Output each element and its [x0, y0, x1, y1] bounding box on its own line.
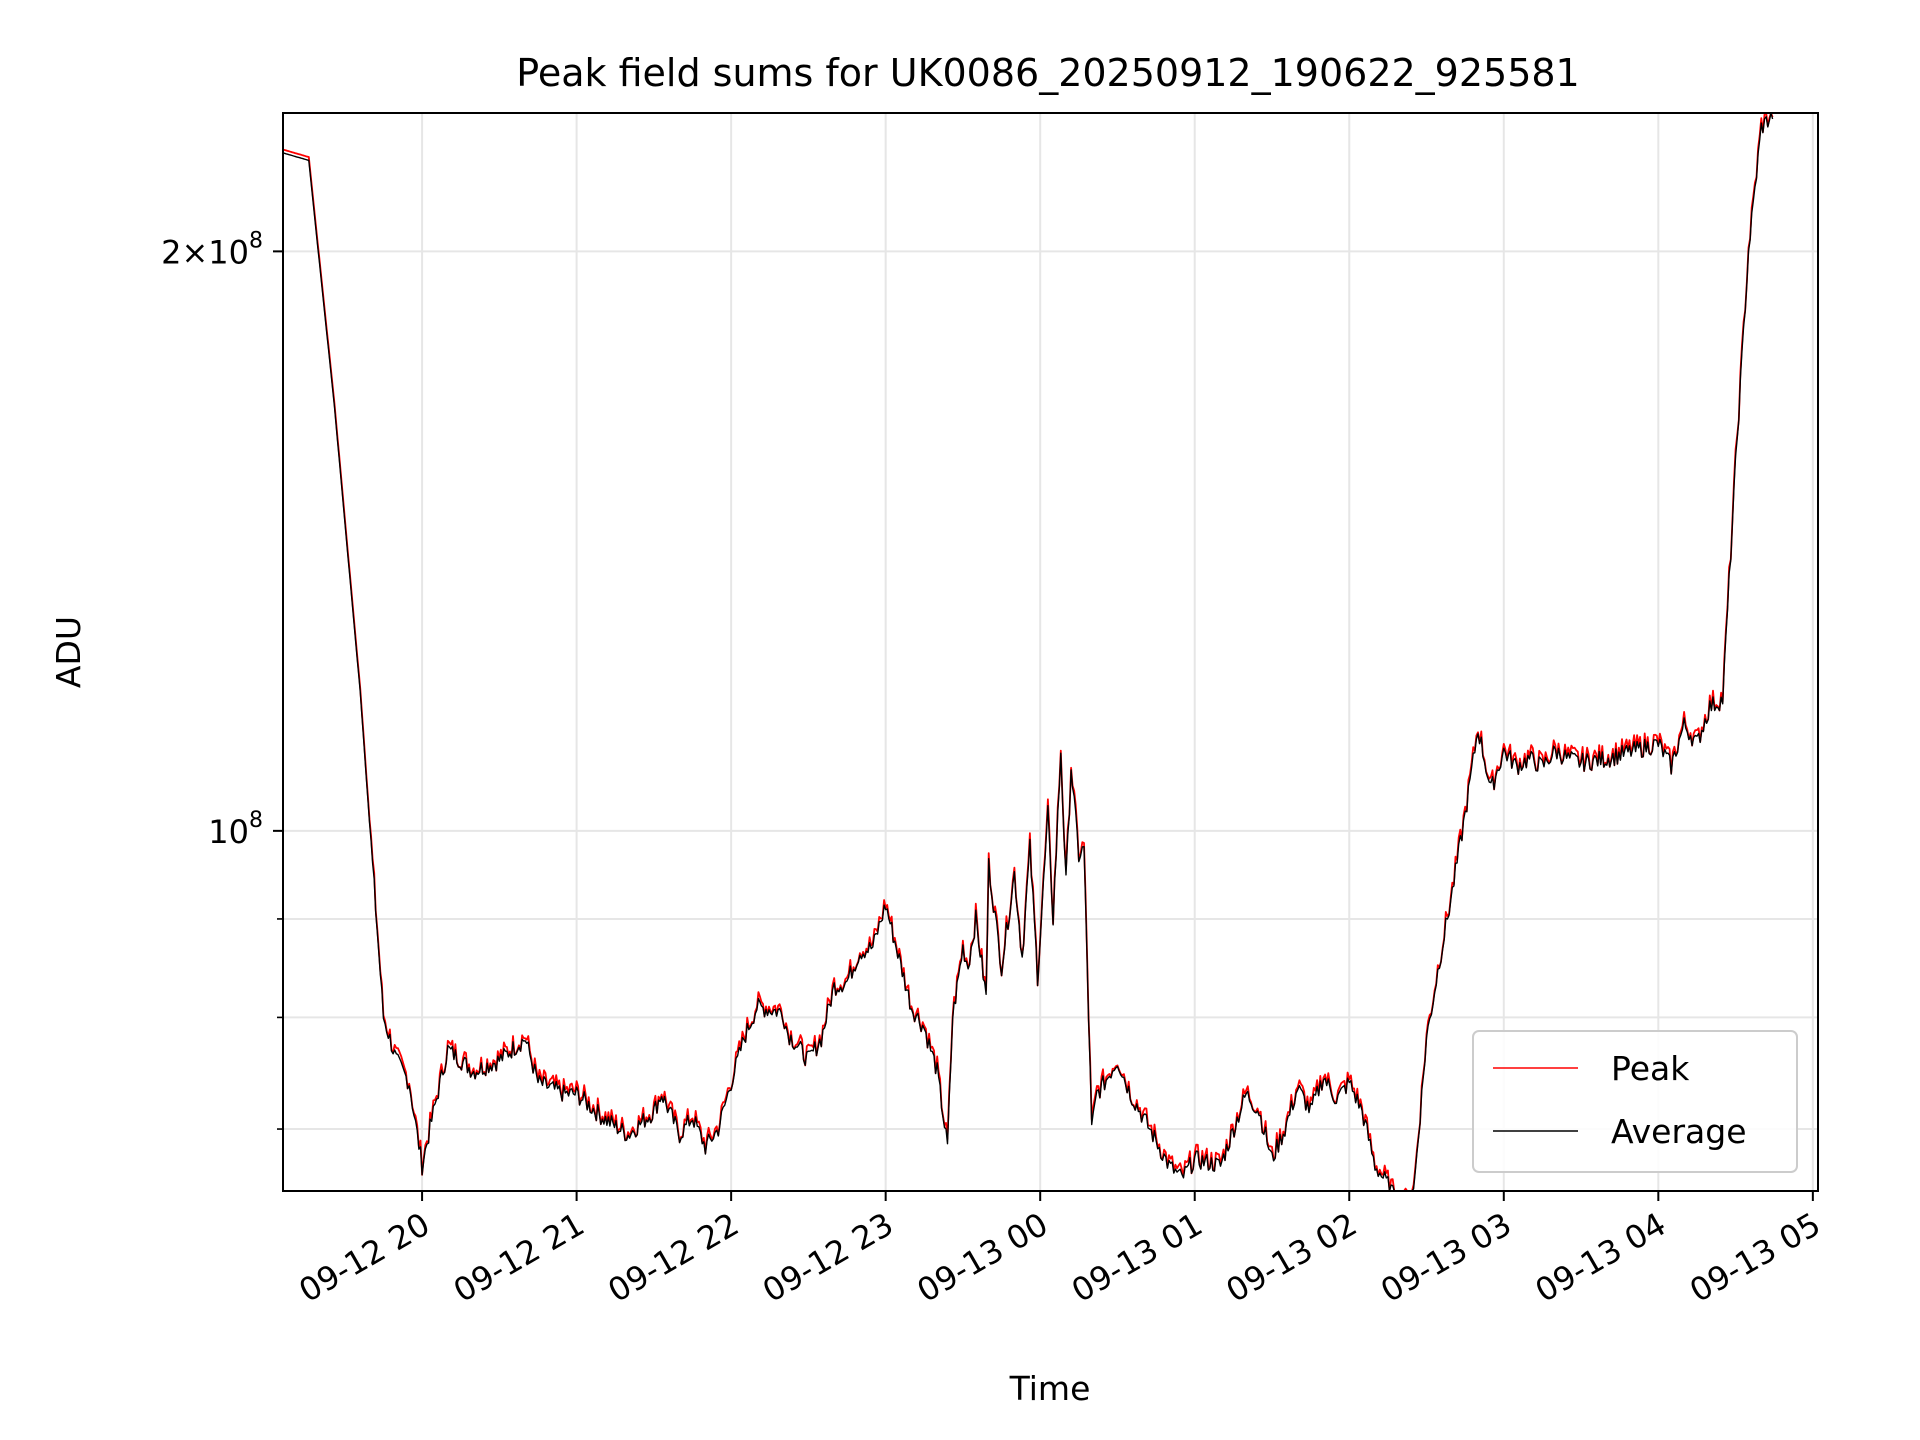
chart-title: Peak field sums for UK0086_20250912_1906… [516, 51, 1579, 95]
legend-peak-label: Peak [1611, 1049, 1690, 1088]
plot-frame [282, 112, 1819, 1192]
legend: Peak Average [1472, 1030, 1798, 1173]
legend-average-label: Average [1611, 1112, 1747, 1151]
grid-lines [283, 113, 1818, 1191]
series-layer [282, 112, 1774, 1192]
legend-box [1472, 1030, 1798, 1173]
y-axis-label: ADU [49, 616, 88, 688]
series-line-average [282, 112, 1774, 1192]
y-tick-label: 2×108 [161, 228, 263, 271]
x-axis-label: Time [1009, 1369, 1091, 1408]
